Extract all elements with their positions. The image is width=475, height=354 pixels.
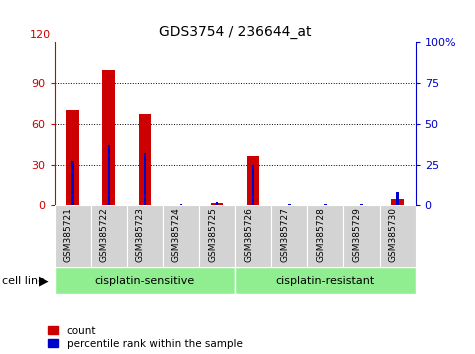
- Title: GDS3754 / 236644_at: GDS3754 / 236644_at: [159, 25, 312, 39]
- Bar: [180, 204, 182, 205]
- Bar: [391, 199, 404, 205]
- Bar: [247, 156, 259, 205]
- Text: GSM385728: GSM385728: [316, 207, 325, 262]
- Legend: count, percentile rank within the sample: count, percentile rank within the sample: [48, 326, 243, 349]
- Text: GSM385725: GSM385725: [208, 207, 217, 262]
- Bar: [307, 205, 343, 267]
- Bar: [103, 70, 115, 205]
- Text: 120: 120: [29, 30, 50, 40]
- Bar: [211, 202, 223, 205]
- Bar: [139, 114, 151, 205]
- Bar: [343, 205, 380, 267]
- Bar: [71, 161, 74, 205]
- Bar: [143, 153, 146, 205]
- Bar: [163, 205, 199, 267]
- Bar: [252, 165, 255, 205]
- Bar: [380, 205, 416, 267]
- Bar: [55, 267, 235, 294]
- Bar: [91, 205, 127, 267]
- Bar: [235, 205, 271, 267]
- Bar: [271, 205, 307, 267]
- Bar: [360, 204, 363, 205]
- Text: GSM385723: GSM385723: [136, 207, 145, 262]
- Bar: [288, 204, 291, 205]
- Bar: [324, 204, 327, 205]
- Text: GSM385729: GSM385729: [352, 207, 361, 262]
- Bar: [396, 192, 399, 205]
- Bar: [107, 145, 110, 205]
- Bar: [127, 205, 163, 267]
- Text: GSM385726: GSM385726: [244, 207, 253, 262]
- Text: GSM385730: GSM385730: [389, 207, 398, 262]
- Text: GSM385721: GSM385721: [64, 207, 73, 262]
- Text: cisplatin-sensitive: cisplatin-sensitive: [95, 275, 195, 286]
- Bar: [55, 205, 91, 267]
- Bar: [216, 202, 218, 205]
- Text: ▶: ▶: [39, 274, 48, 287]
- Text: GSM385722: GSM385722: [100, 207, 109, 262]
- Text: GSM385727: GSM385727: [280, 207, 289, 262]
- Bar: [66, 110, 79, 205]
- Bar: [199, 205, 235, 267]
- Text: GSM385724: GSM385724: [172, 207, 181, 262]
- Text: cell line: cell line: [2, 275, 46, 286]
- Bar: [235, 267, 416, 294]
- Text: cisplatin-resistant: cisplatin-resistant: [276, 275, 375, 286]
